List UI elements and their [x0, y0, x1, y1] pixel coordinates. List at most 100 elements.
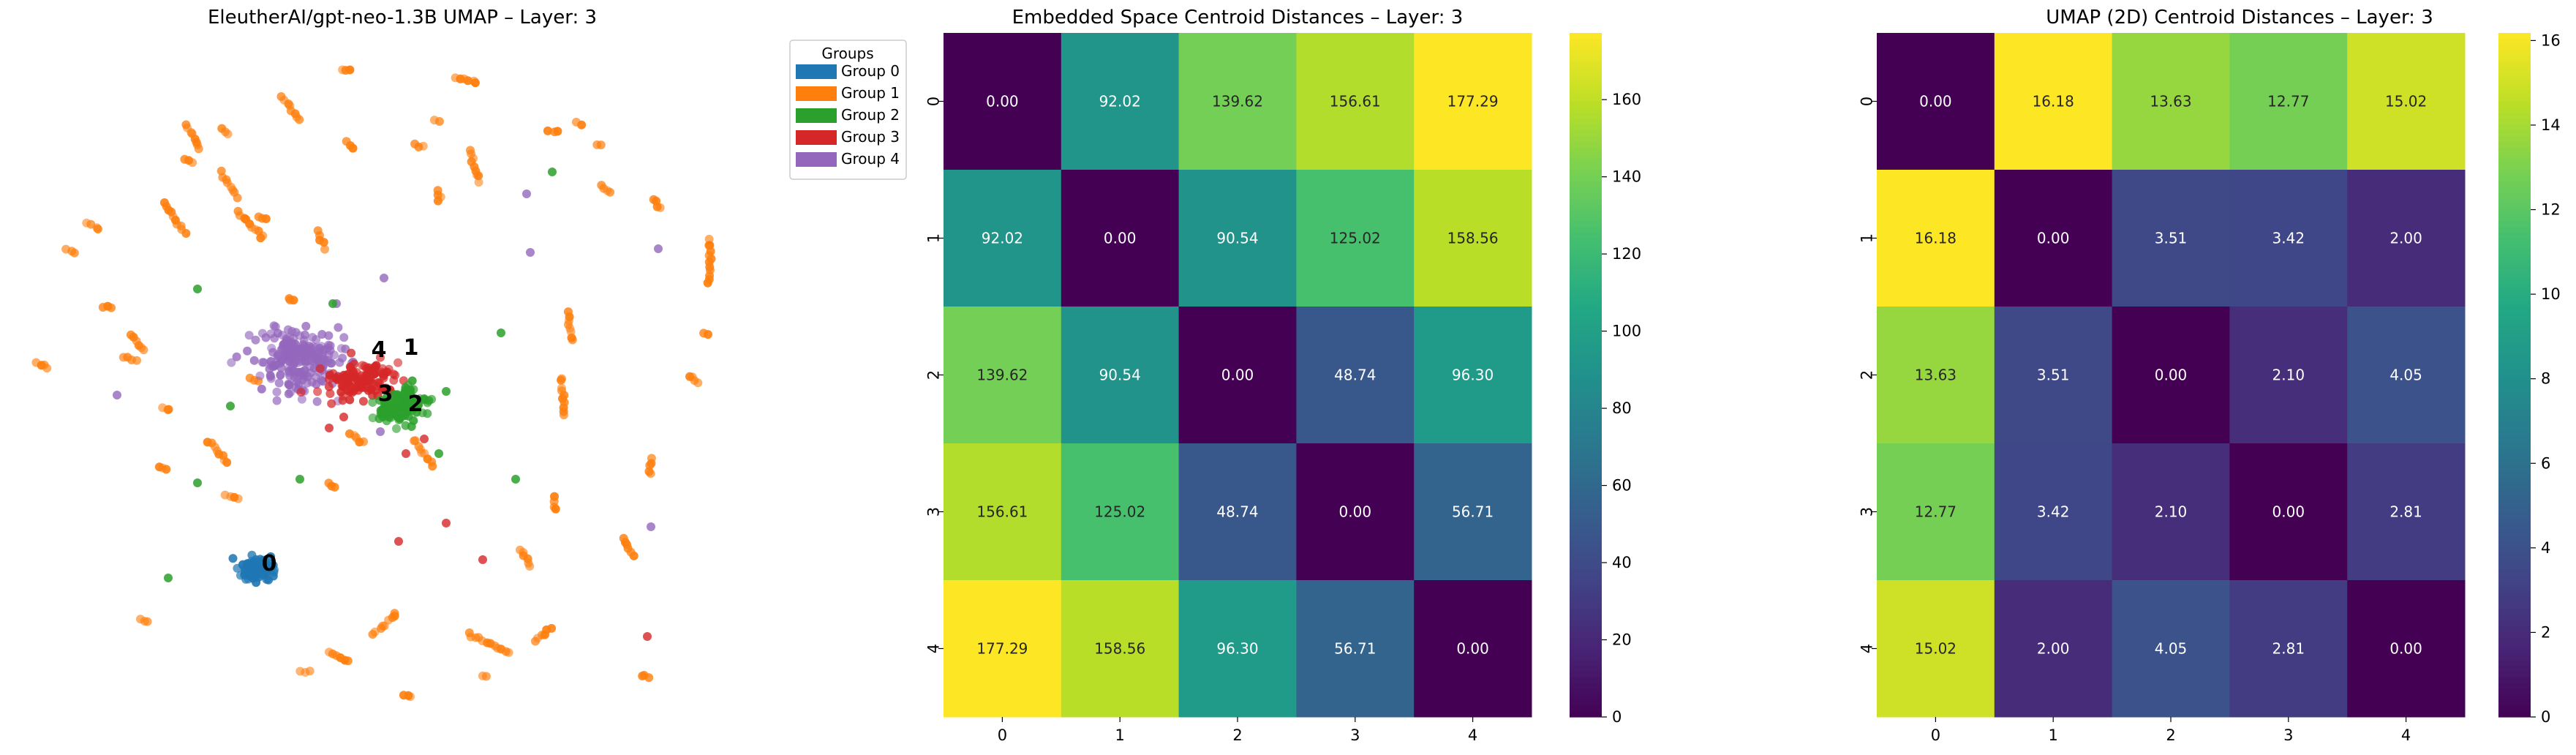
scatter-point	[162, 465, 171, 474]
y-tick-label: 2	[924, 370, 942, 380]
cell-value-label: 0.00	[2155, 367, 2188, 384]
scatter-point	[328, 299, 337, 308]
colorbar-segment	[1570, 38, 1602, 45]
scatter-point	[345, 65, 355, 75]
heatmap-cell	[1994, 33, 2113, 170]
scatter-point	[474, 171, 483, 181]
colorbar-segment	[1570, 67, 1602, 74]
scatter-point	[334, 323, 343, 332]
cell-value-label: 96.30	[1216, 640, 1258, 658]
colorbar-segment	[2498, 620, 2531, 626]
cell-value-label: 56.71	[1452, 503, 1494, 521]
scatter-point	[336, 344, 346, 353]
umap-scatter-panel: EleutherAI/gpt-neo-1.3B UMAP – Layer: 3 …	[31, 7, 907, 702]
colorbar-segment	[2498, 283, 2531, 290]
colorbar-segment	[2498, 654, 2531, 661]
cell-value-label: 0.00	[1919, 93, 1952, 110]
cell-value-label: 0.00	[1104, 230, 1137, 247]
colorbar-tick-label: 8	[2541, 370, 2550, 388]
colorbar-segment	[2498, 660, 2531, 666]
colorbar-segment	[2498, 420, 2531, 427]
scatter-point	[324, 382, 334, 391]
cell-value-label: 90.54	[1099, 367, 1141, 384]
scatter-point	[525, 562, 535, 571]
scatter-point	[347, 348, 356, 358]
colorbar-segment	[2498, 683, 2531, 689]
scatter-point	[107, 303, 116, 312]
colorbar-tick-label: 12	[2541, 201, 2561, 219]
heatmap-cell	[944, 307, 1062, 444]
colorbar-segment	[1570, 403, 1602, 410]
scatter-point	[406, 692, 415, 702]
scatter-point	[355, 375, 365, 383]
colorbar-segment	[1570, 244, 1602, 250]
colorbar-segment	[1570, 552, 1602, 558]
heatmap-cell	[1178, 307, 1297, 444]
colorbar-segment	[1570, 432, 1602, 438]
scatter-point	[227, 358, 236, 367]
colorbar-segment	[2498, 84, 2531, 91]
colorbar-segment	[1570, 517, 1602, 524]
colorbar-tick-label: 6	[2541, 454, 2550, 472]
colorbar-tick-label: 0	[1612, 708, 1622, 726]
scatter-point	[348, 143, 358, 153]
scatter-point	[284, 325, 293, 334]
cell-value-label: 15.02	[1915, 640, 1957, 658]
colorbar-segment	[1570, 454, 1602, 461]
scatter-point	[393, 358, 403, 367]
scatter-point	[325, 389, 335, 398]
cell-value-label: 3.42	[2037, 503, 2070, 521]
groups-legend: Groups Group 0 Group 1 Group 2 Group 3 Group…	[789, 40, 907, 180]
colorbar-segment	[1570, 540, 1602, 546]
colorbar-segment	[2498, 203, 2531, 211]
colorbar-segment	[1570, 495, 1602, 501]
colorbar-segment	[2498, 528, 2531, 536]
colorbar-segment	[2498, 665, 2531, 672]
scatter-point	[324, 331, 334, 340]
scatter-point	[244, 574, 253, 584]
colorbar-tick-label: 160	[1612, 91, 1641, 108]
colorbar-segment	[1570, 694, 1602, 701]
scatter-point	[644, 673, 654, 683]
colorbar-segment	[2498, 591, 2531, 598]
colorbar-segment	[1570, 591, 1602, 598]
colorbar-segment	[1570, 95, 1602, 102]
cell-value-label: 156.61	[976, 503, 1028, 521]
colorbar-segment	[1570, 141, 1602, 148]
scatter-point	[285, 356, 294, 366]
scatter-point	[380, 274, 388, 282]
scatter-point	[442, 387, 451, 396]
legend-swatch	[796, 152, 837, 167]
scatter-point	[325, 424, 334, 432]
colorbar-segment	[2498, 107, 2531, 113]
scatter-point	[295, 475, 304, 484]
scatter-point	[420, 435, 429, 443]
colorbar-segment	[2498, 677, 2531, 683]
colorbar-segment	[2498, 249, 2531, 256]
heatmap-cell	[1296, 170, 1415, 307]
colorbar-segment	[1570, 249, 1602, 256]
scatter-point	[352, 368, 361, 377]
scatter-point	[434, 449, 443, 458]
heatmap-cell	[1994, 307, 2113, 444]
heatmap-cell	[1994, 580, 2113, 718]
colorbar-segment	[2498, 72, 2531, 79]
scatter-point	[315, 364, 325, 373]
colorbar-segment	[1570, 654, 1602, 661]
colorbar-segment	[1570, 626, 1602, 632]
colorbar-tick-label: 100	[1612, 323, 1641, 340]
scatter-point	[265, 371, 275, 380]
scatter-point	[526, 248, 535, 257]
cell-value-label: 0.00	[1221, 367, 1254, 384]
scatter-point	[377, 367, 386, 377]
scatter-point	[543, 126, 552, 135]
scatter-point	[474, 178, 483, 187]
colorbar-segment	[1570, 272, 1602, 279]
colorbar-segment	[1570, 334, 1602, 342]
colorbar-segment	[1570, 631, 1602, 638]
scatter-point	[654, 244, 663, 253]
scatter-point	[442, 519, 451, 527]
colorbar-segment	[2498, 636, 2531, 644]
cell-value-label: 125.02	[1094, 503, 1145, 521]
colorbar-segment	[2498, 557, 2531, 564]
